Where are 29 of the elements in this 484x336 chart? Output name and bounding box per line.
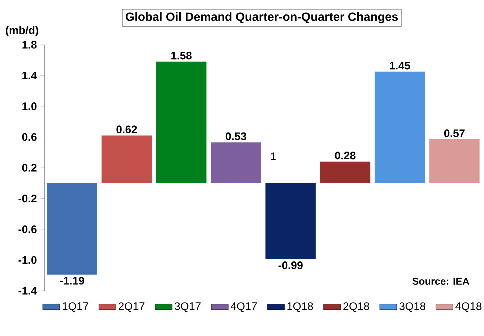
data-label: -0.99 <box>278 262 303 270</box>
y-tick-label: -0.6 <box>18 226 37 234</box>
data-label: 1.45 <box>390 62 410 70</box>
legend-label: 4Q17 <box>230 302 257 312</box>
data-label: -1.19 <box>60 277 84 285</box>
y-tick-label: -1.0 <box>18 256 37 264</box>
legend-label: 3Q17 <box>174 302 201 312</box>
y-tick-label: 1.0 <box>22 102 37 110</box>
y-tick-label: 1.8 <box>22 41 37 49</box>
data-label: 0.57 <box>444 130 465 138</box>
data-label: 0.28 <box>335 152 356 160</box>
y-tick-label: 0.6 <box>22 133 37 142</box>
y-tick-label: 0.2 <box>22 164 37 172</box>
y-tick-label: 1.4 <box>22 72 38 80</box>
legend-label: 1Q17 <box>63 302 88 312</box>
legend-label: 2Q18 <box>344 302 370 312</box>
annotation: 1 <box>271 152 276 160</box>
chart-title: Global Oil Demand Quarter-on-Quarter Changes <box>126 12 398 24</box>
data-label: 1.58 <box>172 52 192 60</box>
data-label: 0.62 <box>116 126 138 134</box>
legend-label: 4Q18 <box>456 302 482 312</box>
legend-label: 2Q17 <box>118 302 145 312</box>
y-axis-title: (mb/d) <box>6 26 38 36</box>
annotation: Source: IEA <box>412 278 470 286</box>
y-tick-label: -0.2 <box>18 194 37 203</box>
legend-label: 1Q18 <box>288 302 314 312</box>
data-label: 0.53 <box>226 132 246 140</box>
y-tick-label: -1.4 <box>18 287 38 295</box>
legend-label: 3Q18 <box>400 302 426 312</box>
